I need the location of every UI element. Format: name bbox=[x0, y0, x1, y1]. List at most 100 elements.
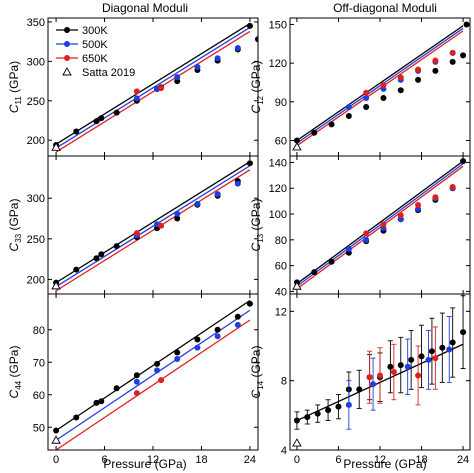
data-point-300k bbox=[428, 348, 435, 355]
fit-line-500k bbox=[296, 27, 464, 144]
y-axis-label: C11 (GPa) bbox=[7, 61, 23, 113]
data-point-500k bbox=[234, 44, 241, 51]
satta-marker bbox=[51, 435, 61, 444]
panel-c11: 200 250 300 350 C11 (GPa) bbox=[7, 17, 259, 157]
y-axis-label-subscript: 33 bbox=[14, 233, 23, 242]
data-point-650k bbox=[415, 66, 422, 73]
data-point-650k bbox=[158, 377, 165, 384]
x-tick-label: 12 bbox=[374, 454, 386, 466]
data-point-300k bbox=[113, 109, 120, 116]
data-point-300k bbox=[234, 313, 241, 320]
y-tick-label: 200 bbox=[27, 274, 45, 286]
y-axis-label-subscript: 14 bbox=[256, 380, 265, 389]
legend-marker bbox=[64, 27, 70, 33]
fit-line-500k bbox=[55, 26, 251, 149]
data-point-300k bbox=[363, 103, 370, 110]
data-point-300k bbox=[255, 36, 258, 43]
panel-c33: 200 250 300 C33 (GPa) bbox=[7, 155, 259, 295]
plot-area bbox=[292, 295, 467, 447]
data-point-500k bbox=[345, 401, 352, 408]
data-point-500k bbox=[214, 191, 221, 198]
y-tick-label: 350 bbox=[27, 17, 45, 29]
data-point-300k bbox=[460, 158, 467, 165]
data-point-500k bbox=[446, 346, 453, 353]
data-point-300k bbox=[314, 410, 321, 417]
fit-line-650k bbox=[55, 319, 251, 450]
data-point-500k bbox=[133, 378, 140, 385]
plot-area bbox=[292, 158, 467, 290]
data-point-300k bbox=[98, 251, 105, 258]
data-point-500k bbox=[174, 210, 181, 217]
data-point-650k bbox=[415, 202, 422, 209]
y-axis-label-unit: (GPa) bbox=[7, 346, 21, 381]
data-point-300k bbox=[73, 128, 80, 135]
data-point-300k bbox=[133, 372, 140, 379]
data-point-300k bbox=[246, 160, 253, 167]
y-axis-label-subscript: 13 bbox=[256, 233, 265, 242]
x-tick-label: 24 bbox=[457, 454, 469, 466]
y-axis-label-symbol: C bbox=[249, 389, 263, 398]
data-point-300k bbox=[449, 339, 456, 346]
plot-area bbox=[51, 160, 253, 292]
y-axis-label: C13 (GPa) bbox=[249, 199, 265, 252]
data-point-300k bbox=[246, 22, 253, 29]
data-point-300k bbox=[345, 113, 352, 120]
y-tick-label: 100 bbox=[269, 209, 287, 221]
legend-marker bbox=[64, 41, 70, 47]
col-title-offdiagonal: Off-diagonal Moduli bbox=[333, 1, 437, 15]
data-point-500k bbox=[214, 333, 221, 340]
data-point-650k bbox=[415, 372, 422, 379]
y-axis-label-symbol: C bbox=[7, 389, 21, 398]
y-axis-label-unit: (GPa) bbox=[7, 61, 21, 96]
y-axis-label-symbol: C bbox=[249, 242, 263, 251]
panel-c13: 40 60 80 100 120 140 C13 (GPa) bbox=[249, 155, 471, 298]
data-point-300k bbox=[408, 356, 415, 363]
y-axis-label-subscript: 12 bbox=[256, 95, 265, 104]
data-point-300k bbox=[304, 414, 311, 421]
data-point-300k bbox=[418, 353, 425, 360]
data-point-300k bbox=[174, 349, 181, 356]
panel-frame bbox=[289, 17, 471, 157]
y-tick-label: 250 bbox=[27, 234, 45, 246]
data-point-300k bbox=[432, 67, 439, 74]
data-point-500k bbox=[345, 245, 352, 252]
y-axis-label: C44 (GPa) bbox=[7, 346, 23, 399]
data-point-300k bbox=[113, 243, 120, 250]
y-tick-label: 80 bbox=[275, 235, 287, 247]
data-point-300k bbox=[214, 326, 221, 333]
fit-line-650k bbox=[296, 30, 464, 147]
data-point-650k bbox=[432, 194, 439, 201]
data-point-650k bbox=[397, 212, 404, 219]
x-tick-label: 6 bbox=[335, 454, 341, 466]
fit-line-500k bbox=[55, 309, 251, 441]
data-point-500k bbox=[154, 367, 161, 374]
y-axis-label-unit: (GPa) bbox=[249, 199, 263, 234]
data-point-650k bbox=[366, 374, 373, 381]
x-tick-label: 6 bbox=[101, 454, 107, 466]
data-point-500k bbox=[234, 180, 241, 187]
data-point-650k bbox=[449, 183, 456, 190]
y-axis-label: C12 (GPa) bbox=[249, 61, 265, 114]
data-point-300k bbox=[439, 344, 446, 351]
data-point-500k bbox=[194, 200, 201, 207]
data-point-650k bbox=[432, 355, 439, 362]
legend: 300K 500K 650K Satta 2019 bbox=[56, 25, 135, 79]
data-point-650k bbox=[158, 85, 165, 92]
data-point-650k bbox=[432, 57, 439, 64]
y-tick-label: 120 bbox=[269, 183, 287, 195]
data-point-500k bbox=[370, 381, 377, 388]
y-axis-label: C33 (GPa) bbox=[7, 199, 23, 252]
legend-label: 650K bbox=[82, 53, 108, 65]
data-point-650k bbox=[363, 230, 370, 237]
data-point-300k bbox=[397, 87, 404, 94]
data-point-500k bbox=[194, 63, 201, 70]
y-axis-label-symbol: C bbox=[7, 242, 21, 251]
fit-line-300k bbox=[55, 22, 251, 145]
y-tick-label: 12 bbox=[275, 306, 287, 318]
y-axis-label: C14 (GPa) bbox=[249, 346, 265, 399]
satta-marker bbox=[51, 280, 61, 290]
data-point-300k bbox=[335, 403, 342, 410]
y-axis-label-unit: (GPa) bbox=[7, 199, 21, 234]
data-point-300k bbox=[73, 266, 80, 273]
x-axis-title-left: Pressure (GPa) bbox=[103, 457, 186, 471]
